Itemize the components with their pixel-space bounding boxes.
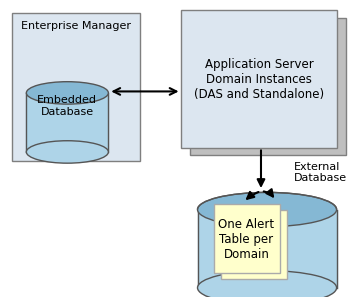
- Ellipse shape: [198, 271, 337, 298]
- Ellipse shape: [26, 141, 108, 163]
- FancyBboxPatch shape: [12, 13, 140, 161]
- FancyBboxPatch shape: [190, 18, 345, 155]
- Ellipse shape: [198, 193, 337, 227]
- Text: Embedded
Database: Embedded Database: [37, 95, 97, 117]
- FancyBboxPatch shape: [181, 10, 337, 148]
- Ellipse shape: [26, 82, 108, 104]
- FancyBboxPatch shape: [221, 209, 287, 279]
- FancyBboxPatch shape: [214, 204, 279, 273]
- Text: One Alert
Table per
Domain: One Alert Table per Domain: [219, 218, 275, 260]
- Text: Application Server
Domain Instances
(DAS and Standalone): Application Server Domain Instances (DAS…: [194, 58, 324, 101]
- Text: Enterprise Manager: Enterprise Manager: [21, 21, 131, 31]
- Text: External
Database: External Database: [294, 162, 347, 183]
